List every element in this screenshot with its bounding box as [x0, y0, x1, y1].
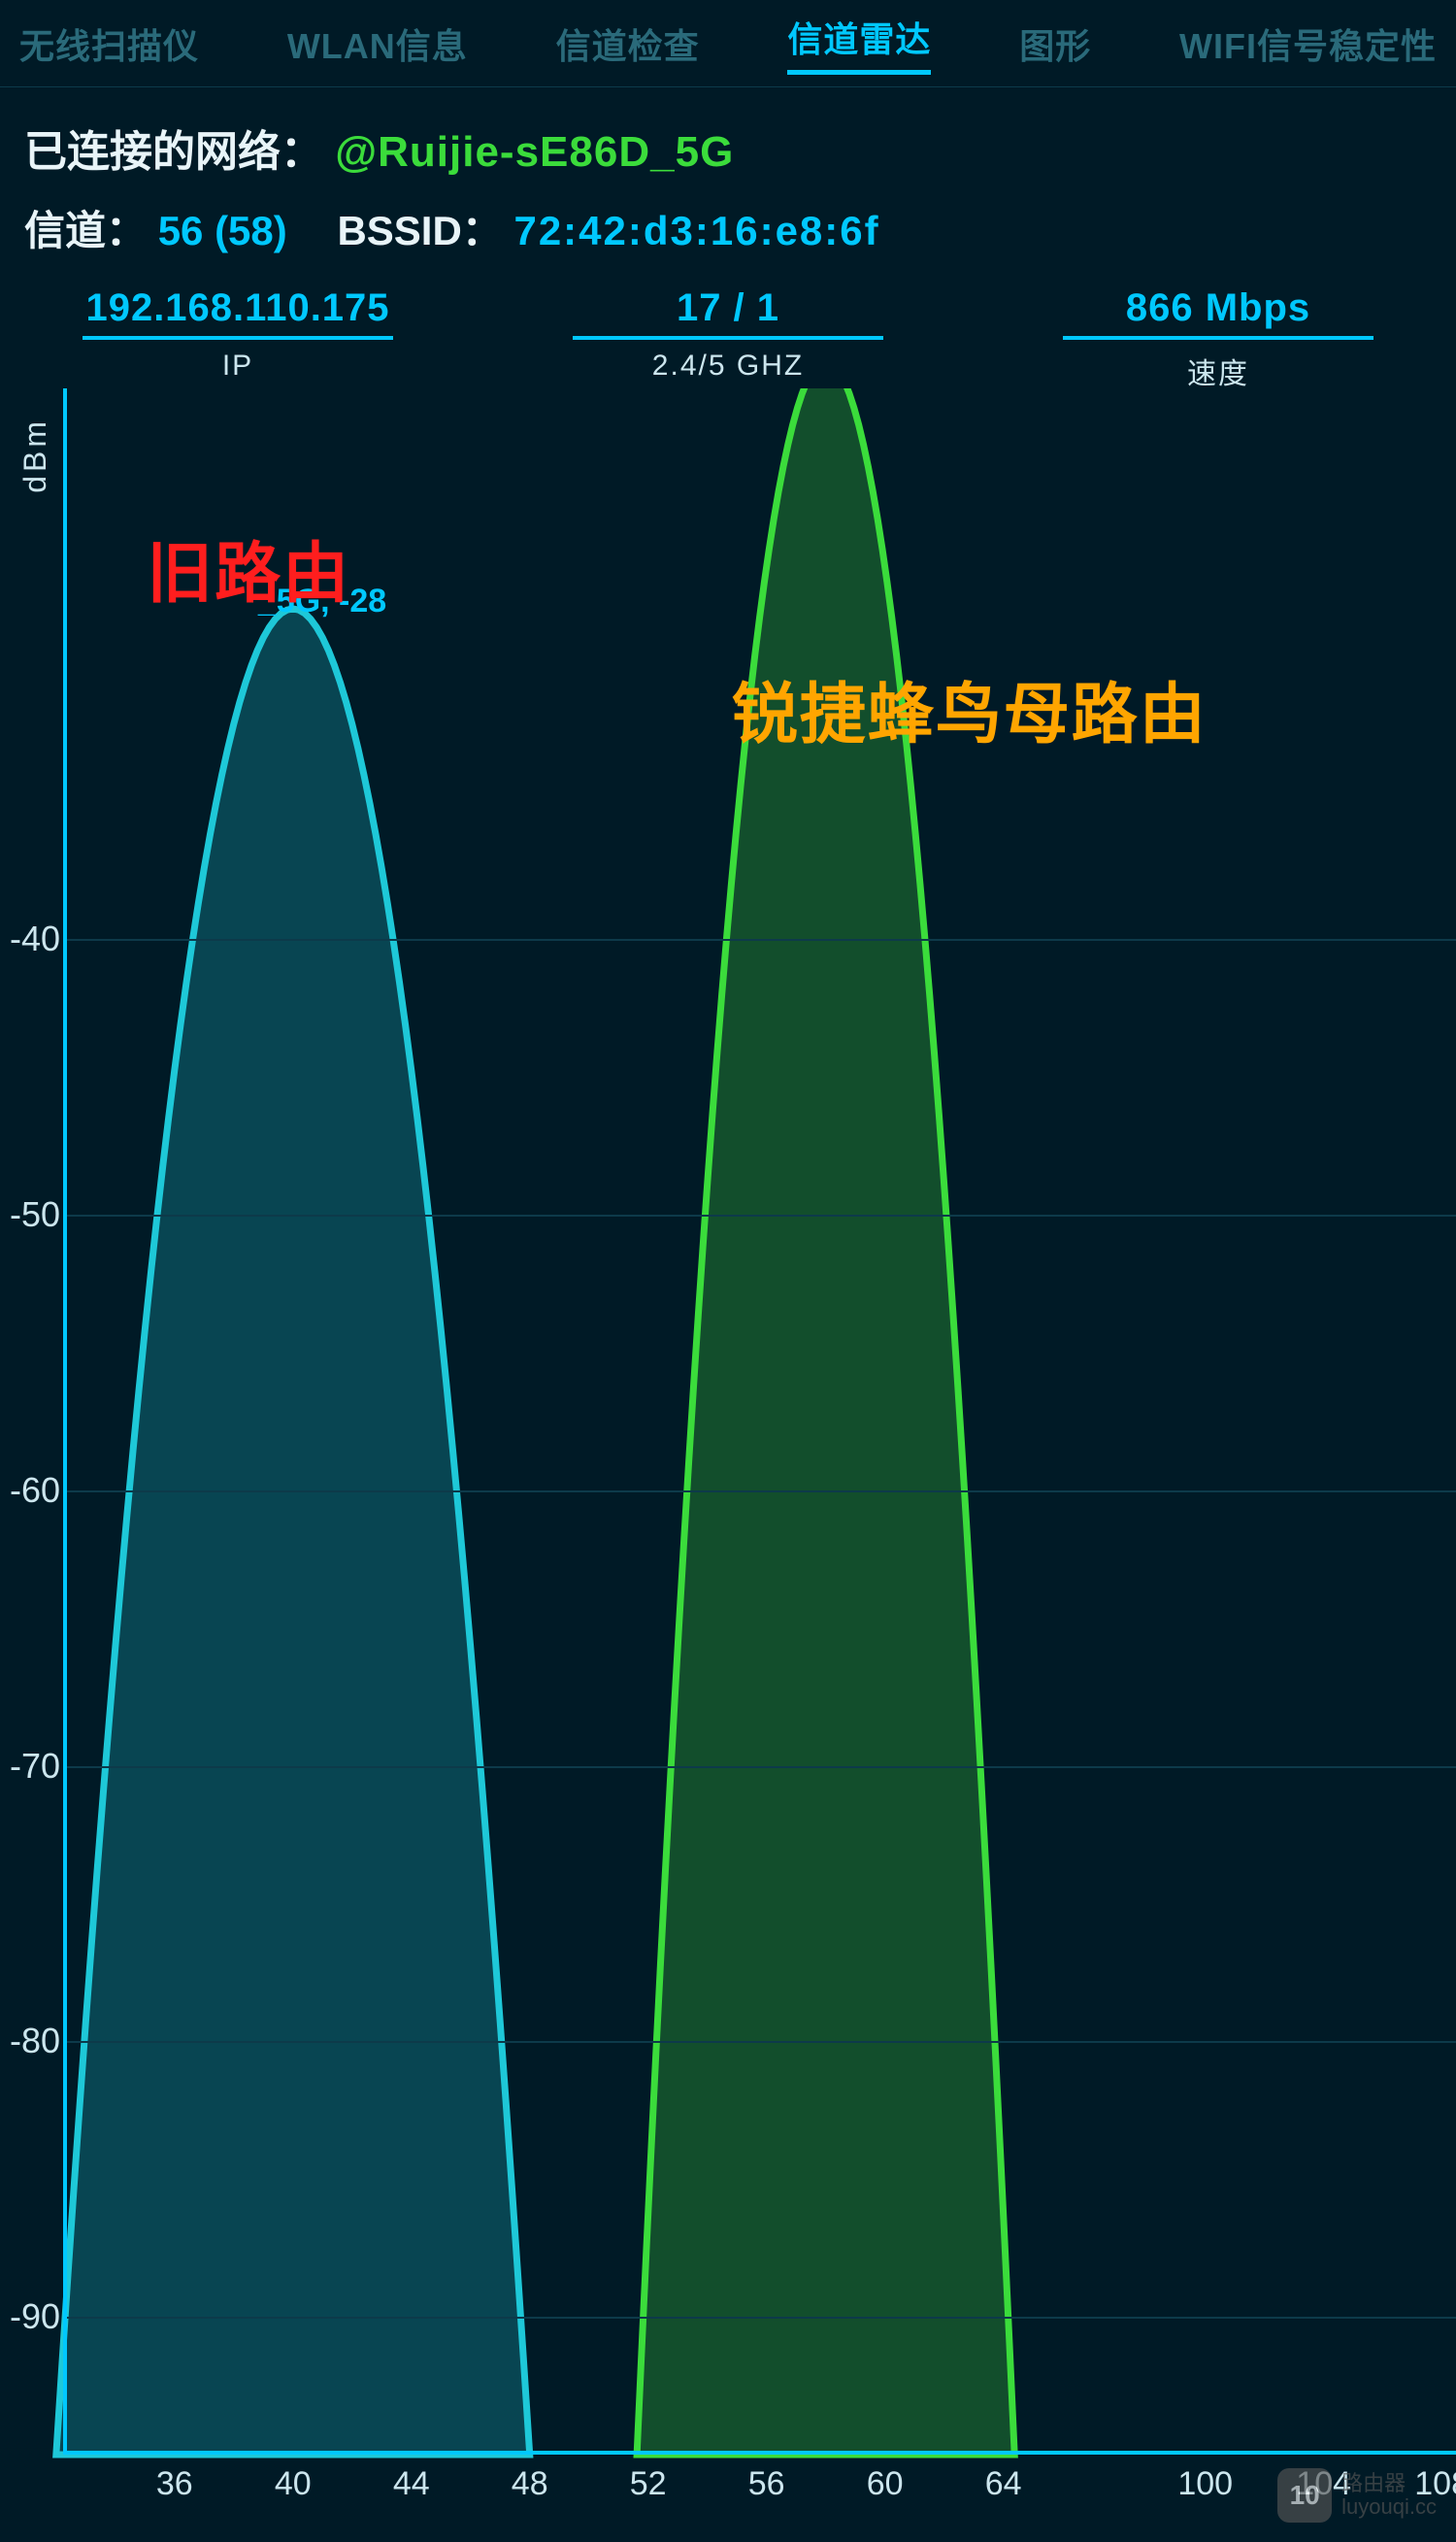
gridline	[63, 2041, 1456, 2043]
tab-scanner[interactable]: 无线扫描仪	[19, 18, 199, 69]
channel-value: 56 (58)	[158, 208, 287, 253]
x-tick: 64	[985, 2465, 1022, 2503]
connection-info: 已连接的网络： @Ruijie-sE86D_5G 信道： 56 (58) BSS…	[0, 87, 1456, 402]
annotation-old-router: 旧路由	[147, 519, 350, 616]
tab-bar: 无线扫描仪 WLAN信息 信道检查 信道雷达 图形 WIFI信号稳定性	[0, 0, 1456, 87]
stat-ip: 192.168.110.175 IP	[63, 286, 413, 392]
y-axis-line	[63, 388, 67, 2455]
gridline	[63, 939, 1456, 941]
ip-value: 192.168.110.175	[83, 286, 393, 340]
y-tick: -50	[0, 1194, 60, 1235]
x-tick: 36	[156, 2465, 193, 2503]
ssid-value: @Ruijie-sE86D_5G	[335, 128, 734, 176]
channel-radar-chart: dBm -40-50-60-70-80-90 36404448525660641…	[0, 388, 1456, 2542]
x-tick: 60	[867, 2465, 904, 2503]
bssid-label: BSSID：	[337, 208, 502, 253]
x-tick: 56	[748, 2465, 785, 2503]
stat-speed: 866 Mbps 速度	[1043, 286, 1393, 392]
speed-caption: 速度	[1043, 350, 1393, 392]
tab-graph[interactable]: 图形	[1019, 18, 1091, 69]
watermark-logo-icon: 10	[1277, 2468, 1332, 2523]
connected-label: 已连接的网络：	[24, 128, 323, 176]
tab-wlan-info[interactable]: WLAN信息	[287, 18, 468, 69]
annotation-ruijie-router: 锐捷蜂鸟母路由	[732, 660, 1208, 756]
gridline	[63, 1766, 1456, 1768]
band-caption: 2.4/5 GHZ	[553, 350, 903, 383]
gridline	[63, 1215, 1456, 1217]
watermark-line1: 路由器	[1341, 2472, 1437, 2495]
channel-label: 信道：	[24, 208, 147, 253]
gridline	[63, 2317, 1456, 2319]
speed-value: 866 Mbps	[1063, 286, 1373, 340]
bssid-value: 72:42:d3:16:e8:6f	[513, 208, 879, 253]
y-tick: -80	[0, 2021, 60, 2061]
x-tick: 52	[630, 2465, 667, 2503]
y-tick: -90	[0, 2296, 60, 2337]
x-tick: 44	[393, 2465, 430, 2503]
tab-chan-radar[interactable]: 信道雷达	[787, 12, 931, 75]
watermark: 10 路由器 luyouqi.cc	[1277, 2468, 1437, 2523]
x-axis-line	[63, 2451, 1456, 2455]
y-tick: -60	[0, 1470, 60, 1511]
tab-stability[interactable]: WIFI信号稳定性	[1179, 18, 1437, 69]
x-tick: 100	[1177, 2465, 1233, 2503]
x-tick: 48	[512, 2465, 548, 2503]
stats-row: 192.168.110.175 IP 17 / 1 2.4/5 GHZ 866 …	[24, 286, 1432, 392]
y-tick: -70	[0, 1746, 60, 1787]
tab-chan-check[interactable]: 信道检查	[556, 18, 700, 69]
chart-svg	[0, 388, 1456, 2542]
gridline	[63, 1490, 1456, 1492]
y-tick: -40	[0, 919, 60, 959]
band-value: 17 / 1	[573, 286, 883, 340]
stat-band: 17 / 1 2.4/5 GHZ	[553, 286, 903, 392]
signal-parabola-old-router	[56, 609, 530, 2455]
x-tick: 40	[275, 2465, 312, 2503]
ip-caption: IP	[63, 350, 413, 383]
watermark-line2: luyouqi.cc	[1341, 2495, 1437, 2519]
